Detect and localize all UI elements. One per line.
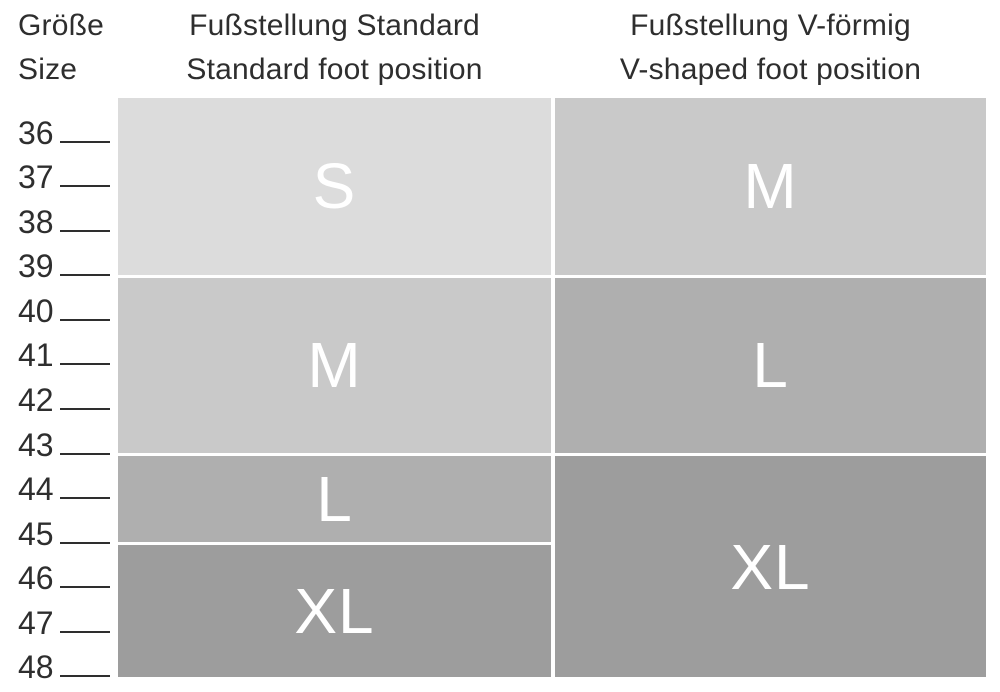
size-label: 40 xyxy=(18,292,54,329)
block-label: XL xyxy=(294,575,375,648)
size-label: 37 xyxy=(18,159,54,196)
standard-column-header: Fußstellung Standard Standard foot posit… xyxy=(118,4,551,92)
size-label: 48 xyxy=(18,649,54,686)
size-label: 36 xyxy=(18,114,54,151)
size-header-de: Größe xyxy=(18,9,105,42)
size-block-standard-m: M xyxy=(118,277,551,454)
size-label: 45 xyxy=(18,515,54,552)
size-tick-line xyxy=(60,363,110,366)
size-row: 36 xyxy=(18,98,112,149)
block-label: XL xyxy=(730,530,811,603)
size-label: 46 xyxy=(18,560,54,597)
size-row: 39 xyxy=(18,232,112,282)
size-block-standard-xl: XL xyxy=(118,545,551,678)
size-block-v-shaped-m: M xyxy=(555,98,986,275)
size-label: 38 xyxy=(18,203,54,240)
size-tick-line xyxy=(60,318,110,321)
size-row: 38 xyxy=(18,187,112,238)
block-label: L xyxy=(316,463,353,536)
v-shaped-header-de: Fußstellung V-förmig xyxy=(630,9,911,42)
block-label: M xyxy=(307,329,362,402)
size-label: 41 xyxy=(18,337,54,374)
size-tick-line xyxy=(60,675,110,678)
size-row: 37 xyxy=(18,143,112,193)
size-block-standard-l: L xyxy=(118,456,551,543)
size-block-standard-s: S xyxy=(118,98,551,275)
block-label: L xyxy=(752,329,789,402)
size-tick-line xyxy=(60,185,110,188)
size-label: 43 xyxy=(18,426,54,463)
size-header-en: Size xyxy=(18,53,78,86)
size-row: 48 xyxy=(18,633,112,683)
size-label: 42 xyxy=(18,382,54,419)
size-row: 43 xyxy=(18,410,112,461)
standard-header-de: Fußstellung Standard xyxy=(189,9,480,42)
size-row: 40 xyxy=(18,276,112,327)
v-shaped-column-header: Fußstellung V-förmig V-shaped foot posit… xyxy=(555,4,986,92)
size-label: 47 xyxy=(18,604,54,641)
size-block-v-shaped-xl: XL xyxy=(555,456,986,678)
size-row: 41 xyxy=(18,321,112,371)
size-row: 42 xyxy=(18,365,112,416)
size-row: 47 xyxy=(18,588,112,639)
size-tick-line xyxy=(60,497,110,500)
size-label: 39 xyxy=(18,248,54,285)
block-label: M xyxy=(743,150,798,223)
size-tick-line xyxy=(60,274,110,277)
block-label: S xyxy=(312,150,357,223)
size-block-v-shaped-l: L xyxy=(555,277,986,454)
size-tick-line xyxy=(60,408,110,411)
size-tick-line xyxy=(60,140,110,143)
size-tick-line xyxy=(60,541,110,544)
size-tick-line xyxy=(60,229,110,232)
standard-header-en: Standard foot position xyxy=(186,53,483,86)
size-tick-line xyxy=(60,630,110,633)
size-tick-line xyxy=(60,452,110,455)
v-shaped-header-en: V-shaped foot position xyxy=(619,53,922,86)
size-label: 44 xyxy=(18,471,54,508)
size-row: 45 xyxy=(18,499,112,550)
size-tick-line xyxy=(60,586,110,589)
size-column-header: Größe Size xyxy=(18,4,104,92)
size-row: 44 xyxy=(18,455,112,505)
size-row: 46 xyxy=(18,544,112,594)
